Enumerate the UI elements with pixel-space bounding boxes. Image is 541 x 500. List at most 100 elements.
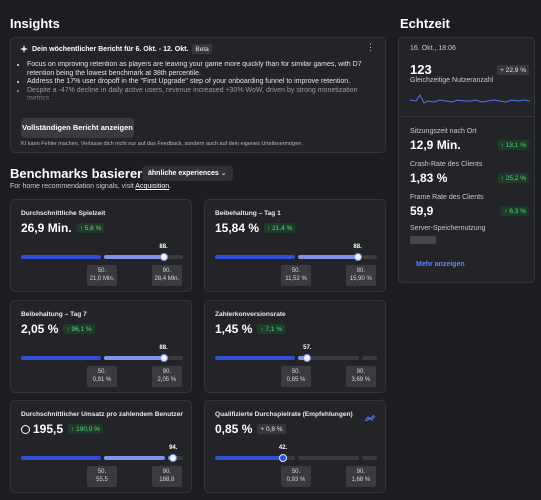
bar-fill: [21, 356, 101, 360]
benchmark-card: Zahlerkonversionsrate 1,45 % ↑ 7,1 % 57. 50.…: [204, 300, 386, 393]
metric-label: Crash-Rate des Clients: [410, 161, 483, 168]
bar-track: [168, 255, 183, 259]
divider: [399, 116, 534, 117]
percentile-label: 94.: [169, 445, 178, 451]
server-label: Server-Speichernutzung: [410, 225, 486, 232]
percentile-tag: 50. 55,5: [87, 466, 117, 487]
bar-fill: [215, 356, 295, 360]
tag-metric: 21,0 Min.: [89, 276, 115, 282]
card-value: 1,45 %: [215, 322, 253, 336]
benchmark-card: Qualifizierte Durchspielrate (Empfehlung…: [204, 400, 386, 493]
bar-fill: [297, 255, 358, 259]
card-title: Durchschnittliche Spielzeit: [21, 210, 106, 217]
benchmarks-heading: Benchmarks basierend auf: [10, 166, 177, 181]
percentile-label: 88.: [159, 345, 168, 351]
report-card: Dein wöchentlicher Bericht für 6. Okt. -…: [10, 37, 386, 153]
card-change: ↑ 190,0 %: [68, 424, 103, 434]
more-link[interactable]: Mehr anzeigen: [416, 261, 465, 268]
metric-label: Frame Rate des Clients: [410, 194, 484, 201]
trend-icon: [364, 409, 376, 427]
bullet: Despite a -47% decline in daily active u…: [27, 87, 375, 104]
percentile-tag: 90. 1,68 %: [345, 466, 376, 487]
percentile-tag: 90. 28,4 Min.: [151, 265, 182, 286]
report-title: Dein wöchentlicher Bericht für 6. Okt. -…: [32, 45, 189, 53]
card-change: ↑ 5,6 %: [76, 223, 105, 233]
metric-change: ↑ 25,2 %: [497, 173, 529, 183]
realtime-main-value: 123: [410, 62, 432, 77]
tag-label: 90.: [356, 469, 365, 475]
percentile-label: 42.: [278, 445, 288, 451]
bar-fill: [21, 456, 101, 460]
value-row: 26,9 Min. ↑ 5,6 %: [21, 221, 105, 235]
percentile-tag: 90. 3,69 %: [345, 366, 376, 387]
tag-metric: 55,5: [96, 477, 108, 483]
report-button[interactable]: Vollständigen Bericht anzeigen: [21, 118, 134, 138]
percentile-label: 88.: [159, 244, 168, 250]
tag-metric: 0,91 %: [92, 377, 112, 383]
percentile-tag: 50. 21,0 Min.: [87, 265, 117, 286]
card-change: ↑ 21,4 %: [264, 223, 296, 233]
dropdown-label: ähnliche experiences: [148, 170, 219, 177]
value-row: 2,05 % ↑ 96,1 %: [21, 322, 95, 336]
tag-label: 90.: [356, 268, 365, 274]
tag-metric: 11,52 %: [285, 276, 307, 282]
tag-metric: 2,05 %: [157, 377, 177, 383]
value-row: 1,45 % ↑ 7,1 %: [215, 322, 286, 336]
tag-label: 90.: [162, 369, 171, 375]
bullet: Focus on improving retention as players …: [27, 61, 375, 78]
metric-change: ↑ 13,1 %: [497, 140, 529, 150]
card-value: 2,05 %: [21, 322, 59, 336]
card-value: 0,85 %: [215, 422, 253, 436]
bar-fill: [215, 255, 295, 259]
tag-label: 90.: [162, 268, 171, 274]
tag-label: 50.: [291, 469, 301, 475]
menu-button[interactable]: ⋮: [366, 42, 375, 52]
sparkle-icon: [20, 45, 28, 53]
note-text: For home recommendation signals, visit: [10, 183, 134, 190]
sparkline: [410, 94, 530, 104]
tag-metric: 0,85 %: [286, 377, 306, 383]
card-change: ↑ 96,1 %: [63, 324, 95, 334]
percentile-marker: [353, 253, 362, 261]
bullet-list: Focus on improving retention as players …: [15, 61, 375, 104]
bar-fill: [297, 356, 308, 360]
beta-badge: Beta: [192, 44, 212, 54]
benchmark-card: Durchschnittliche Spielzeit 26,9 Min. ↑ 5,…: [10, 199, 192, 292]
benchmark-note: For home recommendation signals, visit A…: [10, 183, 171, 190]
realtime-date: 16. Okt., 18:06: [410, 45, 456, 52]
tag-label: 50.: [291, 268, 301, 274]
percentile-tag: 50. 0,93 %: [281, 466, 311, 487]
percentile-marker: [159, 354, 168, 362]
report-bullets: Focus on improving retention as players …: [15, 61, 375, 107]
realtime-panel: 16. Okt., 18:06 123 + 22,9 % Gleichzeiti…: [398, 37, 535, 283]
server-placeholder: [410, 236, 436, 244]
benchmark-dropdown[interactable]: ähnliche experiences ⌄: [142, 166, 233, 181]
bullet: Address the 17% user dropoff in the "Fir…: [27, 78, 375, 87]
tag-metric: 3,69 %: [351, 377, 371, 383]
card-value: 15,84 %: [215, 221, 260, 235]
bar-track: [362, 255, 377, 259]
note-end: .: [169, 183, 172, 190]
percentile-tag: 90. 15,90 %: [345, 265, 376, 286]
tag-label: 90.: [162, 469, 171, 475]
benchmark-card: Beibehaltung – Tag 7 2,05 % ↑ 96,1 % 88. 50.…: [10, 300, 192, 393]
percentile-tag: 90. 2,05 %: [151, 366, 182, 387]
bar-track: [168, 356, 183, 360]
value-row: 0,85 % + 0,8 %: [215, 422, 286, 436]
tag-metric: 1,68 %: [351, 477, 371, 483]
percentile-marker: [279, 454, 288, 462]
bar-fill: [103, 356, 164, 360]
realtime-main-label: Gleichzeitige Nutzeranzahl: [410, 77, 494, 84]
card-value: 26,9 Min.: [21, 221, 72, 235]
bar-track: [297, 356, 360, 360]
bar-fill: [21, 255, 101, 259]
percentile-tag: 50. 0,91 %: [87, 366, 117, 387]
acquisition-link[interactable]: Acquisition: [135, 183, 170, 190]
card-value: 195,5: [33, 422, 64, 436]
bar-fill: [103, 456, 166, 460]
bar-track: [297, 456, 360, 460]
tag-metric: 15,90 %: [349, 276, 372, 282]
tag-metric: 0,93 %: [286, 477, 306, 483]
